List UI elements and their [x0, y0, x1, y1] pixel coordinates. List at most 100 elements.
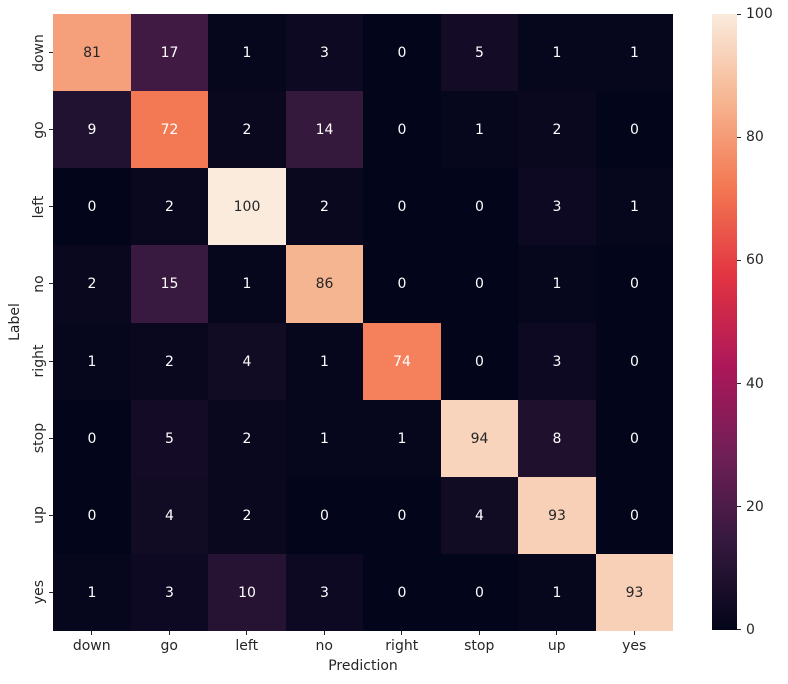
heatmap-cell: 0 — [441, 554, 518, 631]
cell-value: 1 — [552, 584, 562, 601]
colorbar-tick-mark — [737, 383, 741, 385]
heatmap-cell: 0 — [53, 168, 131, 245]
cell-value: 3 — [320, 584, 329, 601]
cell-value: 3 — [552, 198, 562, 215]
heatmap-cell: 1 — [53, 554, 131, 631]
cell-value: 1 — [87, 584, 97, 601]
heatmap-cell: 2 — [208, 91, 286, 168]
heatmap-cell: 4 — [441, 477, 518, 554]
y-tick-label: yes — [31, 580, 47, 605]
heatmap-cell: 0 — [363, 168, 441, 245]
cell-value: 0 — [87, 430, 97, 447]
heatmap-cell: 1 — [208, 14, 286, 91]
cell-value: 15 — [160, 276, 179, 292]
heatmap-cell: 1 — [286, 323, 363, 400]
heatmap-cell: 4 — [131, 477, 208, 554]
cell-value: 0 — [397, 276, 407, 292]
colorbar-tick-mark — [737, 628, 741, 630]
cell-value: 3 — [320, 44, 329, 61]
heatmap-cell: 93 — [596, 554, 673, 631]
heatmap-cell: 81 — [53, 14, 131, 91]
cell-value: 1 — [630, 44, 639, 61]
y-tick-label: right — [31, 344, 47, 378]
y-tick-mark — [49, 129, 53, 131]
heatmap-cell: 1 — [518, 554, 596, 631]
heatmap-cell: 9 — [53, 91, 131, 168]
heatmap-cell: 0 — [596, 477, 673, 554]
y-tick-mark — [49, 52, 53, 54]
cell-value: 4 — [475, 507, 484, 524]
cell-value: 2 — [242, 430, 252, 447]
y-tick-mark — [49, 514, 53, 516]
x-tick-mark — [91, 631, 93, 635]
cell-value: 86 — [315, 276, 334, 292]
x-tick-label: stop — [464, 638, 495, 654]
heatmap-cell: 3 — [518, 168, 596, 245]
heatmap-cell: 2 — [131, 323, 208, 400]
heatmap-cell: 0 — [363, 477, 441, 554]
y-tick-mark — [49, 360, 53, 362]
heatmap-cell: 3 — [131, 554, 208, 631]
y-tick-mark — [49, 437, 53, 439]
cell-value: 0 — [630, 276, 639, 292]
cell-value: 2 — [320, 198, 329, 215]
cell-value: 1 — [242, 44, 252, 61]
cell-value: 2 — [165, 198, 174, 215]
y-tick-mark — [49, 206, 53, 208]
cell-value: 2 — [242, 507, 252, 524]
x-tick-mark — [323, 631, 325, 635]
cell-value: 2 — [552, 121, 562, 138]
heatmap-cell: 5 — [441, 14, 518, 91]
cell-value: 2 — [242, 121, 252, 138]
colorbar-tick-mark — [737, 506, 741, 508]
heatmap-cell: 3 — [286, 554, 363, 631]
heatmap-cell: 1 — [363, 400, 441, 477]
x-tick-mark — [401, 631, 403, 635]
heatmap-cell: 17 — [131, 14, 208, 91]
cell-value: 0 — [630, 430, 639, 447]
cell-value: 1 — [397, 430, 407, 447]
heatmap-cell: 2 — [208, 477, 286, 554]
colorbar — [712, 14, 737, 630]
cell-value: 0 — [475, 353, 484, 370]
cell-value: 3 — [552, 353, 562, 370]
heatmap-cell: 0 — [286, 477, 363, 554]
colorbar-tick-label: 100 — [746, 6, 773, 22]
x-tick-label: go — [160, 638, 178, 654]
heatmap-cell: 15 — [131, 245, 208, 323]
x-tick-mark — [478, 631, 480, 635]
heatmap-cell: 4 — [208, 323, 286, 400]
y-tick-label: no — [31, 275, 47, 293]
heatmap-cell: 14 — [286, 91, 363, 168]
colorbar-tick-mark — [737, 136, 741, 138]
heatmap-cell: 0 — [441, 323, 518, 400]
heatmap-cell: 2 — [53, 245, 131, 323]
cell-value: 4 — [165, 507, 174, 524]
cell-value: 93 — [548, 507, 566, 524]
cell-value: 93 — [625, 584, 644, 601]
x-tick-mark — [168, 631, 170, 635]
heatmap-cell: 3 — [518, 323, 596, 400]
heatmap-cell: 0 — [596, 91, 673, 168]
cell-value: 0 — [475, 276, 484, 292]
heatmap-cell: 86 — [286, 245, 363, 323]
cell-value: 0 — [630, 507, 639, 524]
cell-value: 94 — [470, 430, 489, 447]
cell-value: 5 — [475, 44, 484, 61]
cell-value: 8 — [552, 430, 562, 447]
heatmap-cell: 0 — [363, 245, 441, 323]
heatmap-cell: 0 — [363, 554, 441, 631]
cell-value: 3 — [165, 584, 174, 601]
heatmap-cell: 72 — [131, 91, 208, 168]
x-tick-label: no — [315, 638, 333, 654]
cell-value: 1 — [87, 353, 97, 370]
heatmap-cell: 1 — [208, 245, 286, 323]
cell-value: 1 — [242, 276, 252, 292]
heatmap-cell: 0 — [363, 91, 441, 168]
heatmap-cell: 93 — [518, 477, 596, 554]
heatmap-cell: 1 — [441, 91, 518, 168]
heatmap-cell: 74 — [363, 323, 441, 400]
heatmap-cell: 3 — [286, 14, 363, 91]
cell-value: 1 — [552, 276, 562, 292]
